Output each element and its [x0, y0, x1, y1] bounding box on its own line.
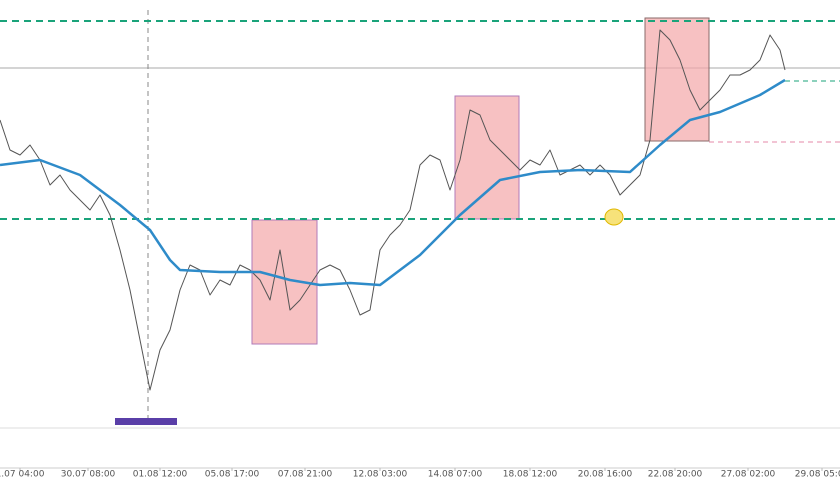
x-tick-label: 01.08 12:00	[133, 470, 188, 480]
moving-average	[0, 78, 786, 287]
x-tick-label: 12.08 03:00	[353, 470, 408, 480]
x-tick-label: 05.08 17:00	[205, 470, 260, 480]
x-tick-label: 20.08 16:00	[578, 470, 633, 480]
x-tick-label: 27.08 02:00	[721, 470, 776, 480]
price-line	[0, 29, 786, 391]
zone-box	[454, 95, 520, 220]
x-tick-label: 14.08 07:00	[428, 470, 483, 480]
x-tick-label: 07.08 21:00	[278, 470, 333, 480]
highlight	[604, 208, 624, 226]
x-tick-label: 29.08 05:00	[795, 470, 840, 480]
x-tick-label: 30.07 08:00	[61, 470, 116, 480]
x-tick-label: 1.07 04:00	[0, 470, 45, 480]
x-tick-label: 18.08 12:00	[503, 470, 558, 480]
zone-box	[644, 17, 710, 142]
x-tick-label: 22.08 20:00	[648, 470, 703, 480]
marker-bar	[115, 418, 177, 425]
